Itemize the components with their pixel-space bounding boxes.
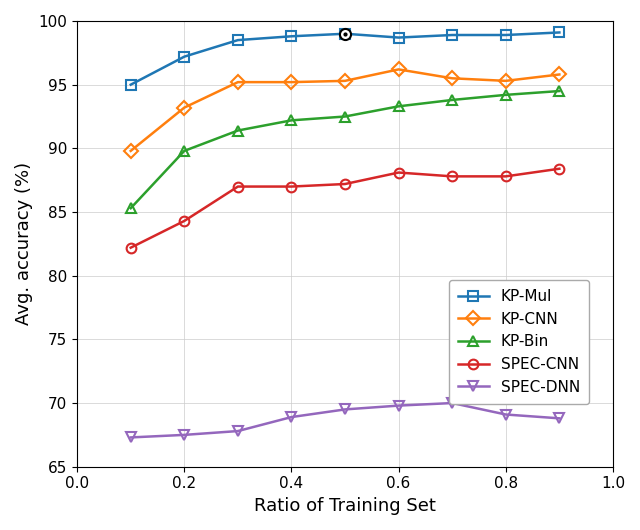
KP-Mul <box>127 82 134 88</box>
SPEC-DNN <box>502 411 509 418</box>
SPEC-CNN <box>180 218 188 224</box>
KP-Bin <box>234 127 242 134</box>
KP-Bin <box>127 205 134 211</box>
Line: KP-Bin: KP-Bin <box>126 86 564 213</box>
KP-Bin <box>180 148 188 154</box>
KP-Bin <box>502 92 509 98</box>
KP-Mul <box>287 33 295 39</box>
SPEC-DNN <box>287 414 295 420</box>
KP-CNN <box>502 78 509 84</box>
SPEC-DNN <box>180 432 188 438</box>
KP-Mul <box>556 29 563 36</box>
KP-CNN <box>449 75 456 82</box>
KP-Mul <box>395 34 403 41</box>
SPEC-CNN <box>287 183 295 190</box>
KP-Mul <box>341 31 349 37</box>
SPEC-CNN <box>395 170 403 176</box>
SPEC-DNN <box>234 428 242 434</box>
KP-Bin <box>395 103 403 110</box>
Line: SPEC-CNN: SPEC-CNN <box>126 164 564 252</box>
SPEC-DNN <box>395 402 403 409</box>
KP-CNN <box>180 104 188 111</box>
KP-CNN <box>556 72 563 78</box>
KP-Bin <box>556 88 563 94</box>
KP-Bin <box>287 117 295 123</box>
SPEC-CNN <box>234 183 242 190</box>
SPEC-DNN <box>127 434 134 440</box>
SPEC-CNN <box>449 173 456 180</box>
KP-Mul <box>234 37 242 43</box>
SPEC-DNN <box>556 415 563 421</box>
Line: SPEC-DNN: SPEC-DNN <box>126 398 564 443</box>
SPEC-CNN <box>127 244 134 251</box>
SPEC-DNN <box>341 406 349 412</box>
SPEC-DNN <box>449 400 456 406</box>
KP-Bin <box>449 97 456 103</box>
Y-axis label: Avg. accuracy (%): Avg. accuracy (%) <box>15 162 33 325</box>
KP-CNN <box>127 148 134 154</box>
KP-Mul <box>449 32 456 38</box>
KP-CNN <box>287 79 295 85</box>
KP-Mul <box>502 32 509 38</box>
KP-CNN <box>341 78 349 84</box>
KP-CNN <box>395 66 403 73</box>
SPEC-CNN <box>502 173 509 180</box>
KP-CNN <box>234 79 242 85</box>
KP-Bin <box>341 113 349 120</box>
Legend: KP-Mul, KP-CNN, KP-Bin, SPEC-CNN, SPEC-DNN: KP-Mul, KP-CNN, KP-Bin, SPEC-CNN, SPEC-D… <box>449 280 589 404</box>
Line: KP-Mul: KP-Mul <box>126 28 564 90</box>
KP-Mul <box>180 54 188 60</box>
Line: KP-CNN: KP-CNN <box>126 65 564 156</box>
SPEC-CNN <box>341 181 349 187</box>
SPEC-CNN <box>556 165 563 172</box>
X-axis label: Ratio of Training Set: Ratio of Training Set <box>254 497 436 515</box>
